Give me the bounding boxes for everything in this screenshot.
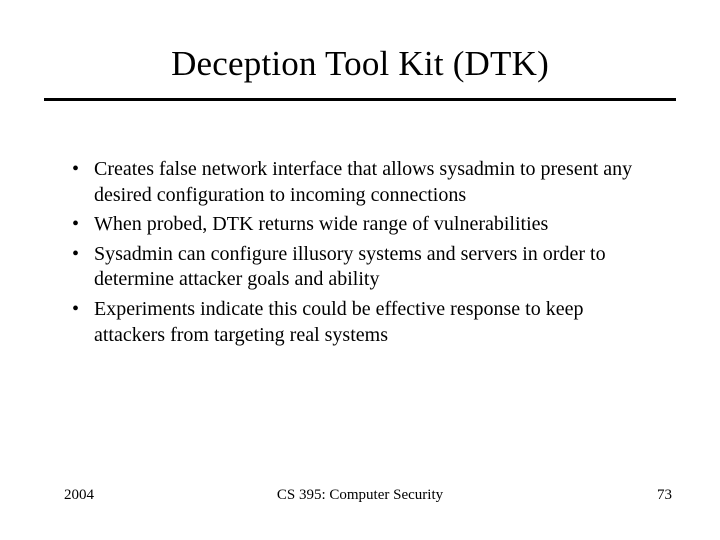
footer-year: 2004 <box>64 487 94 504</box>
footer: 2004 CS 395: Computer Security 73 <box>0 487 720 504</box>
list-item: When probed, DTK returns wide range of v… <box>72 212 654 238</box>
title-rule <box>44 98 676 101</box>
slide: Deception Tool Kit (DTK) Creates false n… <box>0 0 720 540</box>
list-item: Experiments indicate this could be effec… <box>72 297 654 348</box>
footer-course: CS 395: Computer Security <box>277 487 443 504</box>
list-item: Sysadmin can configure illusory systems … <box>72 242 654 293</box>
slide-title: Deception Tool Kit (DTK) <box>0 0 720 98</box>
footer-page-number: 73 <box>657 487 672 504</box>
list-item: Creates false network interface that all… <box>72 157 654 208</box>
bullet-list: Creates false network interface that all… <box>72 157 654 348</box>
